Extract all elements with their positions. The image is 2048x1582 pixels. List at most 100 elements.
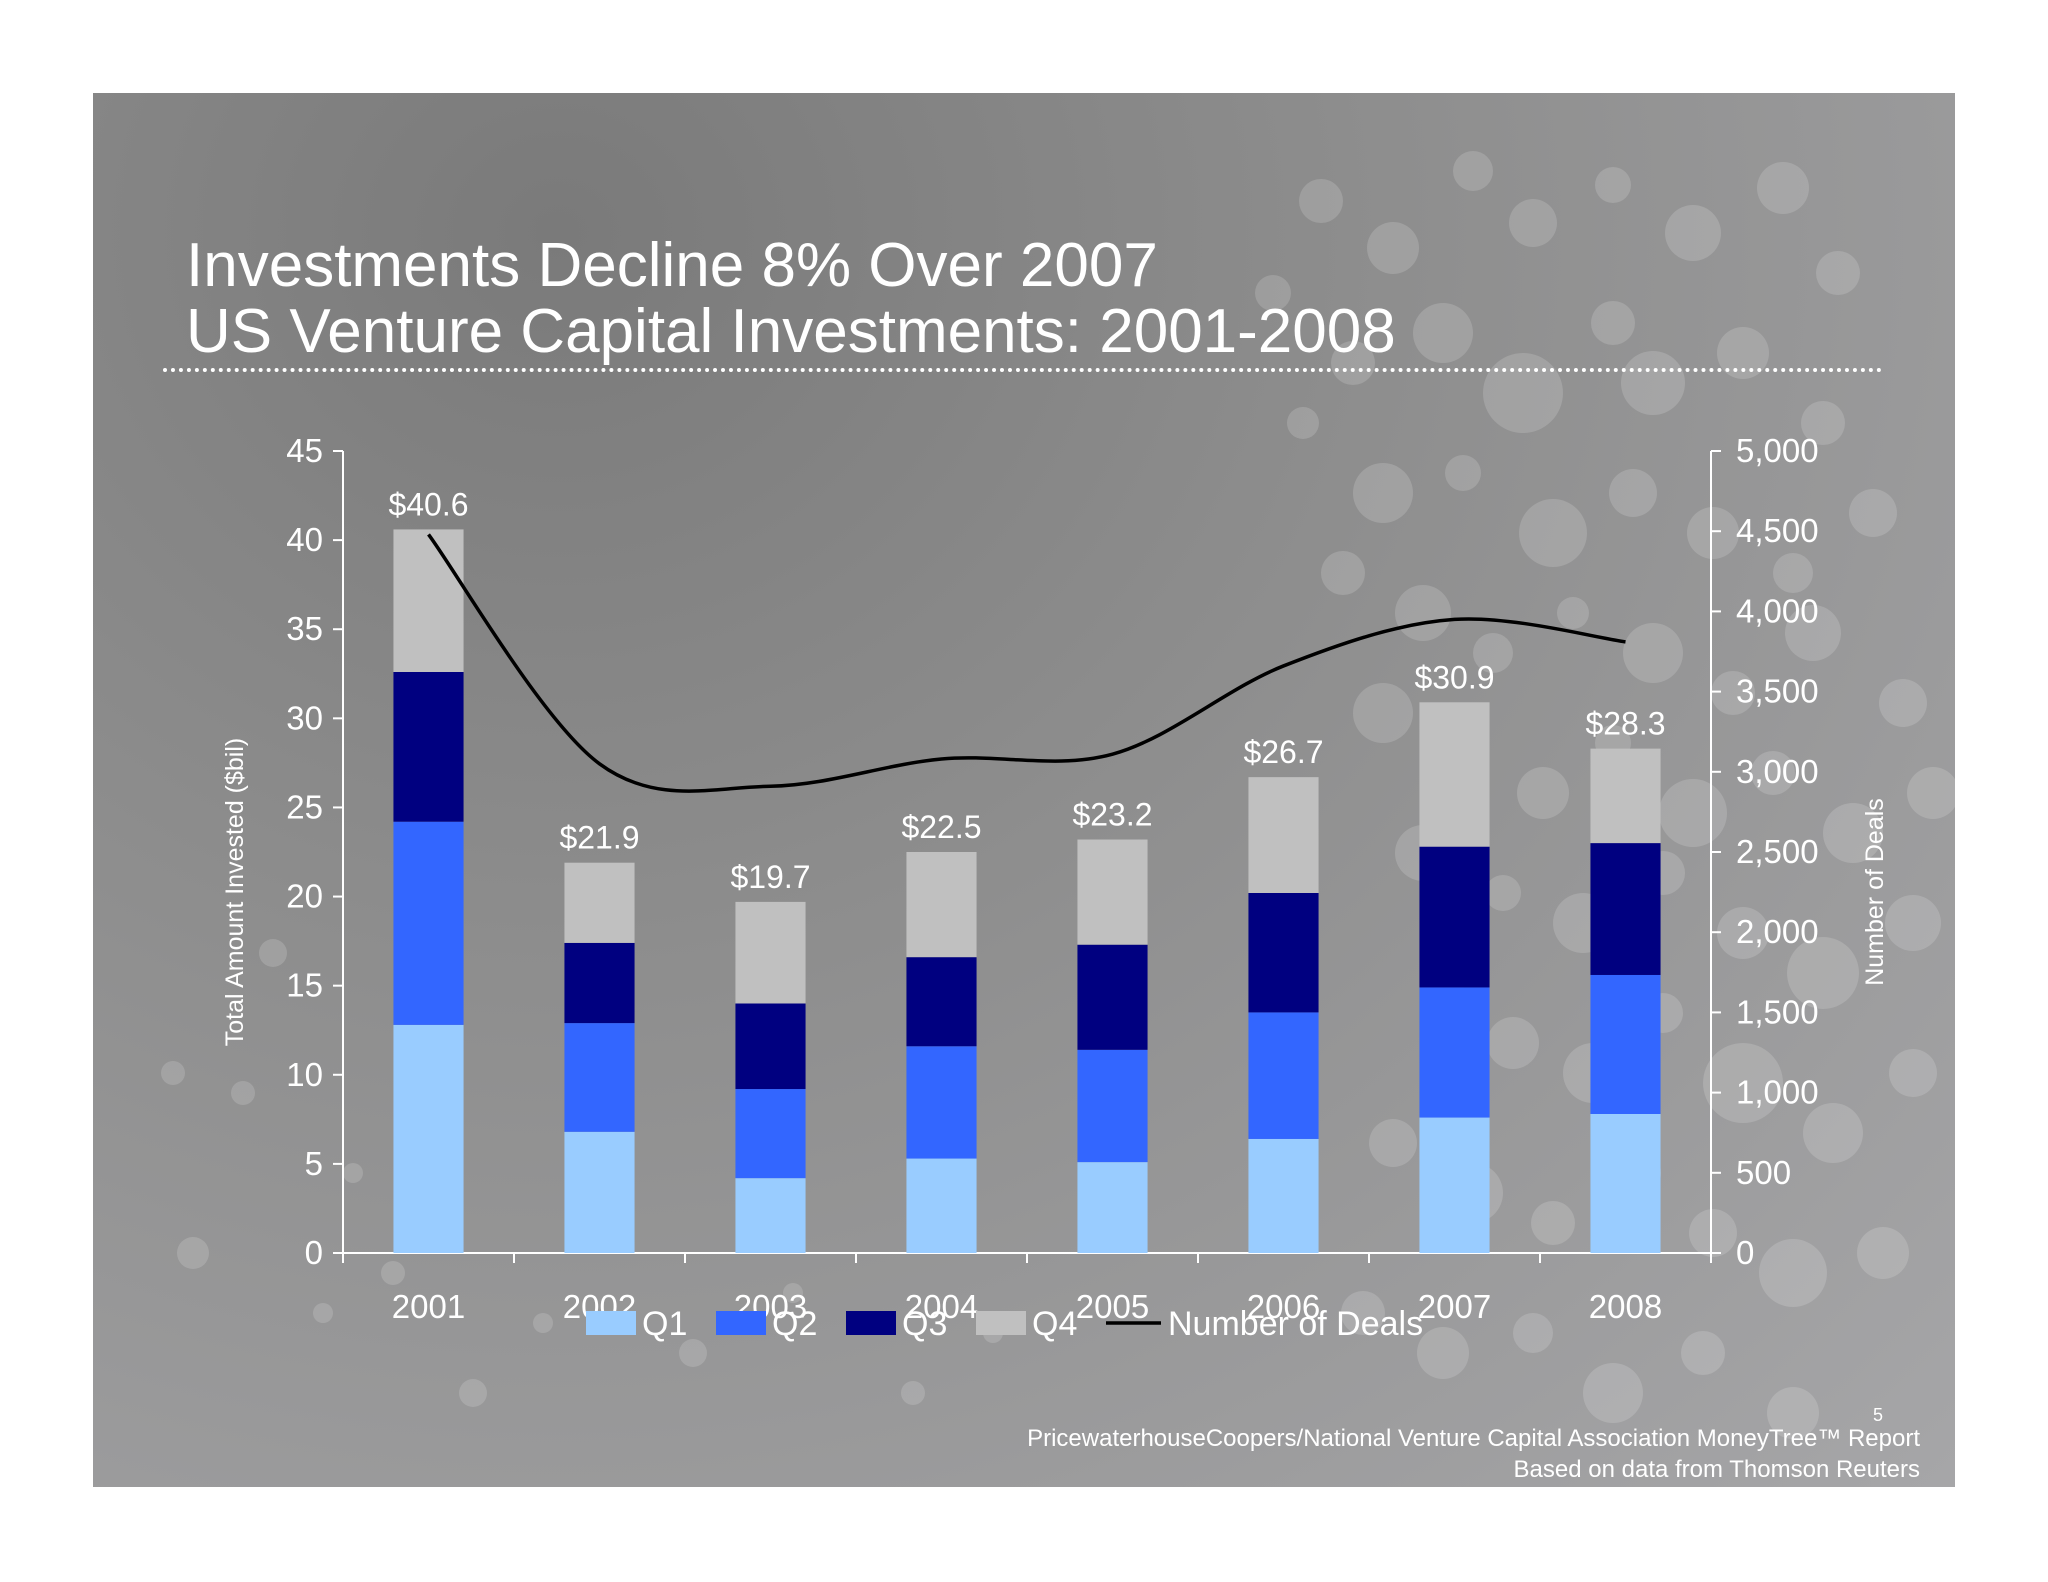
bubble xyxy=(1531,1201,1575,1245)
x-tick-label: 2004 xyxy=(905,1288,978,1325)
bubble xyxy=(459,1379,487,1407)
slide: Investments Decline 8% Over 2007 US Vent… xyxy=(93,93,1955,1487)
x-tick-label: 2001 xyxy=(392,1288,465,1325)
bar-q4-2007 xyxy=(1419,702,1490,847)
bubble xyxy=(783,1283,803,1303)
bar-q4-2008 xyxy=(1590,748,1661,844)
y-tick-label: 45 xyxy=(286,432,323,469)
bubble xyxy=(1711,671,1755,715)
bubble xyxy=(1816,251,1860,295)
source-note: PricewaterhouseCoopers/National Venture … xyxy=(1027,1423,1920,1485)
source-line-2: Based on data from Thomson Reuters xyxy=(1513,1456,1920,1483)
y2-tick-label: 4,000 xyxy=(1736,592,1819,629)
deals-line xyxy=(427,533,1626,793)
bubble xyxy=(1487,1017,1539,1069)
bubble xyxy=(1445,455,1481,491)
bar-q1-2004 xyxy=(906,1158,977,1253)
y-tick-label: 20 xyxy=(286,878,323,915)
total-label: $30.9 xyxy=(1414,659,1494,695)
bubble xyxy=(1801,401,1845,445)
y-tick-label: 10 xyxy=(286,1056,323,1093)
bubble xyxy=(1331,341,1375,385)
source-line-1: PricewaterhouseCoopers/National Venture … xyxy=(1027,1425,1920,1452)
bubble xyxy=(533,1313,553,1333)
title-line-2: US Venture Capital Investments: 2001-200… xyxy=(186,297,1396,366)
bubble xyxy=(1757,162,1809,214)
bubble xyxy=(1879,679,1927,727)
bar-q1-2008 xyxy=(1590,1113,1661,1253)
bubble xyxy=(1255,275,1291,311)
bar-q2-2008 xyxy=(1590,974,1661,1114)
y2-tick-label: 500 xyxy=(1736,1154,1791,1191)
total-label: $40.6 xyxy=(388,486,468,522)
bubble xyxy=(1453,151,1493,191)
bar-q2-2001 xyxy=(393,821,464,1025)
bubble xyxy=(1287,407,1319,439)
bar-q3-2006 xyxy=(1248,892,1319,1013)
total-label: $26.7 xyxy=(1243,734,1323,770)
y-tick-label: 30 xyxy=(286,699,323,736)
bar-q1-2003 xyxy=(735,1178,806,1253)
total-label: $21.9 xyxy=(559,820,639,856)
bubble xyxy=(259,939,287,967)
bar-q4-2005 xyxy=(1077,839,1148,945)
bar-q1-2005 xyxy=(1077,1162,1148,1253)
y2-tick-label: 2,000 xyxy=(1736,913,1819,950)
y-axis-title: Total Amount Invested ($bil) xyxy=(221,738,249,1047)
bar-q2-2005 xyxy=(1077,1049,1148,1163)
bubble xyxy=(1773,553,1813,593)
bar-q4-2003 xyxy=(735,901,806,1004)
bar-q1-2002 xyxy=(564,1131,635,1253)
bubble xyxy=(1473,633,1513,673)
y2-tick-label: 3,500 xyxy=(1736,673,1819,710)
bubble xyxy=(1367,222,1419,274)
bubble xyxy=(679,1339,707,1367)
total-label: $19.7 xyxy=(730,859,810,895)
y-tick-label: 15 xyxy=(286,967,323,1004)
total-label: $23.2 xyxy=(1072,797,1152,833)
bar-q1-2007 xyxy=(1419,1117,1490,1253)
bar-q1-2006 xyxy=(1248,1138,1319,1253)
bubble xyxy=(1687,507,1739,559)
bar-q2-2007 xyxy=(1419,987,1490,1118)
bubble xyxy=(1681,1331,1725,1375)
bubble xyxy=(1857,1227,1909,1279)
y2-tick-label: 1,500 xyxy=(1736,993,1819,1030)
y2-tick-label: 2,500 xyxy=(1736,833,1819,870)
bubble xyxy=(1417,1327,1469,1379)
y-tick-label: 40 xyxy=(286,521,323,558)
bubble xyxy=(1513,1313,1553,1353)
bubble xyxy=(1885,895,1941,951)
bubble xyxy=(1621,351,1685,415)
bubble xyxy=(1369,1119,1417,1167)
y2-axis-title: Number of Deals xyxy=(1861,798,1889,986)
bubble xyxy=(1595,167,1631,203)
legend-label-q1: Q1 xyxy=(642,1305,687,1343)
bubble xyxy=(1767,1387,1819,1439)
x-tick-label: 2007 xyxy=(1418,1288,1491,1325)
bar-q3-2002 xyxy=(564,942,635,1024)
bubble xyxy=(1787,937,1859,1009)
bubble xyxy=(1623,623,1683,683)
bubble xyxy=(1353,683,1413,743)
legend-label-deals: Number of Deals xyxy=(1168,1305,1423,1343)
slide-title: Investments Decline 8% Over 2007 US Vent… xyxy=(186,233,1396,365)
bubble xyxy=(1517,767,1569,819)
bubble xyxy=(1557,597,1589,629)
bar-q4-2002 xyxy=(564,862,635,943)
bubble xyxy=(1665,205,1721,261)
bubble xyxy=(1583,1363,1643,1423)
bar-q3-2004 xyxy=(906,957,977,1047)
bubble xyxy=(1299,179,1343,223)
total-label: $28.3 xyxy=(1585,706,1665,742)
y-tick-label: 5 xyxy=(305,1145,323,1182)
bubble xyxy=(1849,489,1897,537)
bar-q4-2006 xyxy=(1248,777,1319,893)
legend-swatch-q1 xyxy=(586,1311,636,1335)
bar-q3-2007 xyxy=(1419,846,1490,988)
y2-tick-label: 5,000 xyxy=(1736,432,1819,469)
bubble xyxy=(231,1081,255,1105)
bubble xyxy=(1341,1291,1385,1335)
chart: 0 5 10 15 20 25 30 35 40 45 0 500 1,000 1,500 2,000 2,5… xyxy=(221,432,1889,1343)
bubble xyxy=(1803,1103,1863,1163)
